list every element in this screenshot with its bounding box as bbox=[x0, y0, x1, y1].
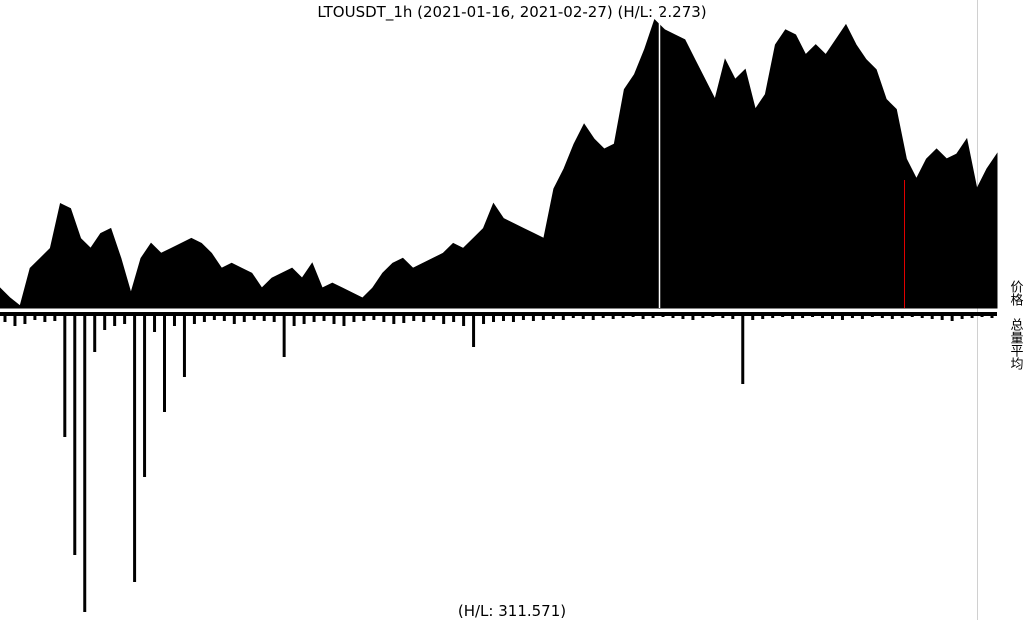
volume-bar bbox=[172, 312, 176, 326]
volume-bar bbox=[222, 312, 226, 321]
volume-bar bbox=[73, 312, 77, 555]
volume-bar bbox=[501, 312, 505, 321]
volume-bar bbox=[83, 312, 87, 612]
volume-bar bbox=[53, 312, 57, 321]
volume-bar bbox=[153, 312, 157, 332]
volume-bar bbox=[382, 312, 386, 322]
price-label: 价格 bbox=[1008, 280, 1024, 306]
volume-bar bbox=[402, 312, 406, 323]
chart-title: LTOUSDT_1h (2021-01-16, 2021-02-27) (H/L… bbox=[317, 3, 706, 22]
volume-bar bbox=[332, 312, 336, 324]
volume-bar bbox=[312, 312, 316, 322]
volume-bar bbox=[242, 312, 246, 322]
volume-bar bbox=[63, 312, 67, 437]
volume-bar bbox=[163, 312, 167, 412]
volume-bar bbox=[292, 312, 296, 326]
volume-bar bbox=[272, 312, 276, 322]
volume-bar bbox=[462, 312, 466, 326]
volume-bar bbox=[352, 312, 356, 322]
volume-bar bbox=[741, 312, 745, 384]
volume-bar bbox=[93, 312, 97, 352]
volume-bar bbox=[282, 312, 286, 357]
volume-bar bbox=[23, 312, 27, 324]
volume-bar bbox=[302, 312, 306, 324]
volume-bar bbox=[492, 312, 496, 322]
volume-bar bbox=[133, 312, 137, 582]
volume-bar bbox=[511, 312, 515, 322]
volume-bar bbox=[482, 312, 486, 324]
volume-strip bbox=[0, 312, 997, 316]
volume-bar bbox=[192, 312, 196, 324]
volume-bar bbox=[3, 312, 7, 322]
volume-bar bbox=[262, 312, 266, 321]
volume-bar bbox=[950, 312, 954, 321]
volume-label: 总量平均 bbox=[1008, 318, 1024, 370]
volume-bar bbox=[43, 312, 47, 322]
volume-bar bbox=[113, 312, 117, 326]
price-area bbox=[0, 19, 998, 309]
volume-bar bbox=[13, 312, 17, 326]
volume-bar bbox=[392, 312, 396, 324]
volume-bar bbox=[531, 312, 535, 321]
volume-bar bbox=[472, 312, 476, 347]
volume-bar bbox=[232, 312, 236, 324]
volume-title: (H/L: 311.571) bbox=[458, 602, 566, 620]
volume-bar bbox=[452, 312, 456, 322]
volume-bar bbox=[182, 312, 186, 377]
volume-bar bbox=[322, 312, 326, 321]
volume-bar bbox=[442, 312, 446, 324]
volume-bar bbox=[202, 312, 206, 322]
volume-bar bbox=[412, 312, 416, 321]
volume-bar bbox=[143, 312, 147, 477]
volume-bar bbox=[422, 312, 426, 322]
volume-bar bbox=[103, 312, 107, 330]
volume-bar bbox=[123, 312, 127, 324]
volume-bar bbox=[362, 312, 366, 321]
volume-bar bbox=[342, 312, 346, 326]
